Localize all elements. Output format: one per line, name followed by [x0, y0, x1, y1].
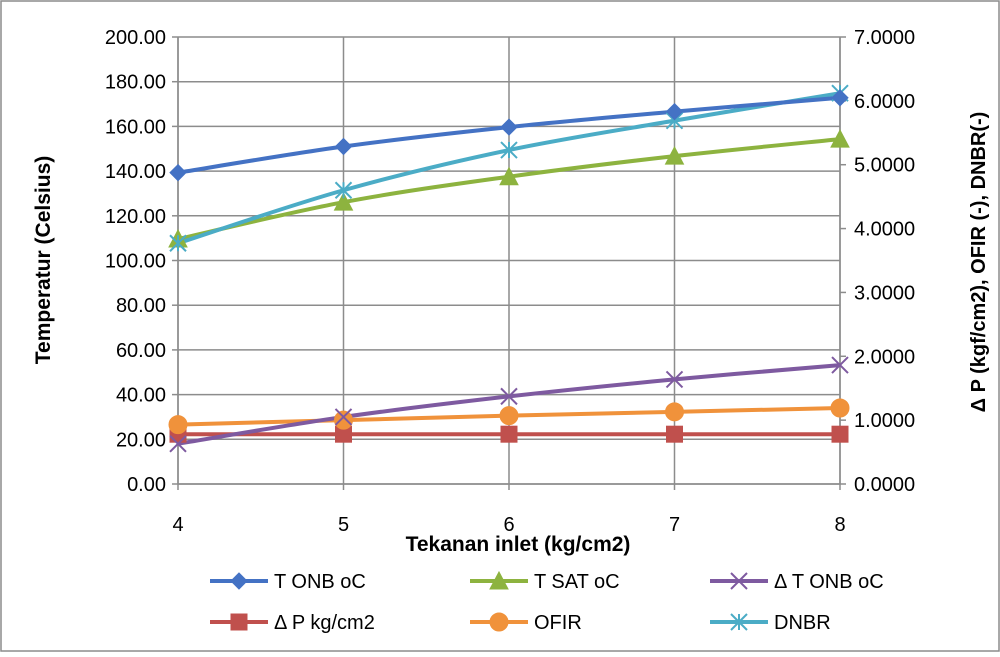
data-point — [334, 408, 353, 426]
data-point — [499, 406, 519, 426]
legend-marker — [730, 613, 748, 631]
data-point — [665, 102, 684, 121]
legend-label: Δ T ONB oC — [774, 571, 884, 593]
y2-tick-label: 4.0000 — [854, 219, 915, 241]
legend-marker — [489, 612, 509, 632]
legend-item: OFIR — [470, 612, 582, 634]
y-tick-label: 0.00 — [127, 474, 166, 496]
data-point — [169, 234, 187, 252]
y2-tick-label: 2.0000 — [854, 346, 915, 368]
x-tick-label: 8 — [834, 514, 845, 536]
legend-item: T SAT oC — [470, 570, 620, 593]
data-point — [334, 137, 353, 156]
y-tick-label: 80.00 — [116, 295, 166, 317]
data-point — [500, 141, 518, 159]
data-point — [831, 89, 849, 107]
data-point — [500, 118, 518, 136]
data-point — [666, 425, 683, 443]
y2-tick-label: 0.0000 — [854, 474, 915, 496]
x-tick-label: 7 — [669, 514, 680, 536]
data-point — [499, 166, 519, 186]
data-point — [168, 415, 188, 435]
y-tick-label: 60.00 — [116, 340, 166, 362]
y-tick-label: 160.00 — [105, 116, 166, 138]
legend-marker — [730, 572, 748, 590]
data-point — [169, 163, 187, 182]
data-point — [831, 425, 849, 443]
y2-tick-label: 7.0000 — [854, 27, 915, 49]
data-point — [665, 402, 684, 422]
legend-marker — [489, 570, 509, 590]
data-point — [664, 146, 685, 165]
y-tick-label: 100.00 — [105, 251, 166, 273]
legend-label: T SAT oC — [534, 571, 620, 593]
x-tick-label: 5 — [338, 514, 349, 536]
y2-tick-label: 3.0000 — [854, 282, 915, 304]
legend-marker — [230, 613, 248, 631]
y2-tick-label: 1.0000 — [854, 410, 915, 432]
data-point — [500, 387, 518, 406]
legend-item: T ONB oC — [210, 571, 366, 593]
axes — [172, 36, 846, 490]
x-tick-label: 6 — [503, 514, 514, 536]
legend-marker — [230, 572, 248, 590]
data-point — [830, 129, 850, 148]
tick-labels: 0.00 20.00 40.00 60.00 80.00 100.00 120.00 140.… — [105, 27, 915, 536]
x-tick-label: 4 — [172, 514, 183, 536]
data-point — [500, 425, 518, 443]
y-tick-label: 140.00 — [105, 161, 166, 183]
series-markers — [168, 84, 850, 453]
data-point — [831, 356, 849, 374]
y2-axis-title: Δ P (kgf/cm2), OFIR (-), DNBR(-) — [968, 112, 990, 413]
legend-item: DNBR — [710, 612, 831, 634]
y-tick-label: 40.00 — [116, 385, 166, 407]
y2-tick-label: 6.0000 — [854, 91, 915, 113]
y-tick-label: 180.00 — [105, 72, 166, 94]
legend-label: DNBR — [774, 612, 831, 634]
y-tick-label: 120.00 — [105, 206, 166, 228]
legend-item: Δ P kg/cm2 — [210, 612, 375, 634]
data-point — [333, 192, 354, 211]
legend-label: OFIR — [534, 612, 582, 634]
data-point — [830, 398, 850, 418]
data-point — [665, 370, 684, 389]
x-axis-title: Tekanan inlet (kg/cm2) — [406, 533, 631, 556]
legend-item: Δ T ONB oC — [710, 571, 884, 593]
data-point — [334, 410, 353, 430]
legend: T ONB oC T SAT oC Δ T ONB oC Δ P kg/cm2 OFIR… — [210, 570, 884, 634]
legend-label: Δ P kg/cm2 — [274, 612, 375, 634]
y-axis-title: Temperatur (Celsius) — [32, 156, 55, 365]
data-point — [169, 435, 187, 453]
y-tick-label: 200.00 — [105, 27, 166, 49]
y2-tick-label: 5.0000 — [854, 155, 915, 177]
legend-label: T ONB oC — [274, 571, 366, 593]
y-tick-label: 20.00 — [116, 429, 166, 451]
data-point — [334, 181, 353, 199]
